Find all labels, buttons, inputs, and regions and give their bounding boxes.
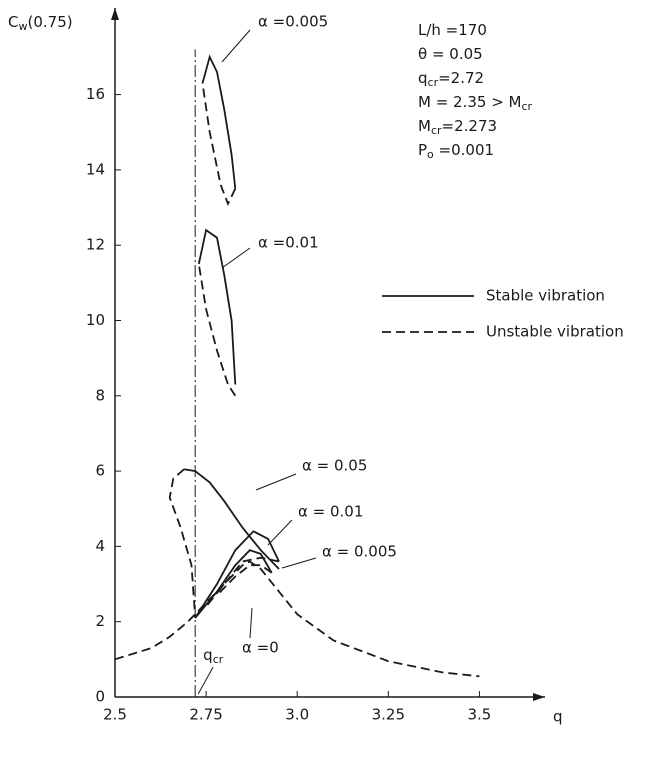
curve (205, 556, 280, 608)
curve (197, 228, 237, 385)
y-tick-label: 14 (86, 160, 105, 178)
parameter-part: θ = 0.05 (418, 45, 483, 63)
y-tick-label: 12 (86, 236, 105, 254)
x-tick-label: 2.75 (189, 706, 222, 724)
curve-label: α =0.01 (258, 234, 319, 252)
label-leader (221, 29, 251, 63)
y-axis-arrow (111, 8, 119, 20)
parameter-part: cr (431, 124, 442, 137)
parameter: qcr=2.72 (418, 69, 484, 90)
label-leader (249, 607, 253, 639)
qcr-label: qcr (203, 646, 224, 667)
y-tick-label: 10 (86, 311, 105, 329)
x-tick-label: 3.25 (372, 706, 405, 724)
y-axis-label-part: C (8, 13, 18, 31)
x-tick-label: 3.5 (467, 706, 491, 724)
x-tick-label: 2.5 (103, 706, 127, 724)
y-tick-label: 2 (95, 612, 105, 630)
y-axis-label: Cw(0.75) (8, 13, 73, 34)
curve (184, 468, 280, 570)
label-leader (221, 247, 251, 269)
qcr-label-part: q (203, 646, 213, 664)
curve (168, 468, 197, 618)
parameter: θ = 0.05 (418, 45, 483, 63)
parameter: Mcr=2.273 (418, 117, 497, 138)
parameter-part: M (418, 117, 431, 135)
curve-label: α =0.005 (258, 13, 328, 31)
y-tick-label: 8 (95, 386, 105, 404)
y-axis-label-part: (0.75) (27, 13, 72, 31)
y-tick-label: 4 (95, 537, 105, 555)
parameter-part: M = 2.35 > M (418, 93, 522, 111)
x-axis-label: q (553, 708, 563, 726)
parameter-part: cr (522, 100, 533, 113)
y-axis-label-part: w (18, 20, 27, 33)
parameter-part: cr (428, 76, 439, 89)
qcr-label-part: cr (213, 653, 224, 666)
x-axis-arrow (533, 693, 545, 701)
parameter-part: =2.273 (442, 117, 498, 135)
parameter-part: q (418, 69, 428, 87)
parameter: Po =0.001 (418, 141, 494, 162)
y-tick-label: 16 (86, 85, 105, 103)
curve-label: α = 0.05 (302, 457, 367, 475)
curve (201, 83, 237, 207)
y-tick-label: 0 (95, 688, 105, 706)
y-tick-label: 6 (95, 462, 105, 480)
qcr-leader (197, 666, 214, 695)
parameter-part: =0.001 (434, 141, 494, 159)
label-leader (281, 557, 317, 569)
curve (114, 560, 480, 678)
legend-label: Unstable vibration (486, 323, 624, 341)
label-leader (255, 473, 297, 491)
parameter-part: o (427, 148, 434, 161)
label-leader (267, 519, 293, 546)
curve (216, 564, 273, 596)
parameter: M = 2.35 > Mcr (418, 93, 533, 114)
parameter-part: L/h =170 (418, 21, 487, 39)
curve-label: α =0 (242, 639, 279, 657)
parameter-part: =2.72 (438, 69, 484, 87)
x-tick-label: 3.0 (285, 706, 309, 724)
parameter: L/h =170 (418, 21, 487, 39)
curve (197, 263, 237, 397)
curve (201, 54, 237, 189)
curve-label: α = 0.005 (322, 543, 397, 561)
legend-label: Stable vibration (486, 287, 605, 305)
parameter-part: P (418, 141, 427, 159)
curve-label: α = 0.01 (298, 503, 363, 521)
curve (194, 549, 273, 619)
